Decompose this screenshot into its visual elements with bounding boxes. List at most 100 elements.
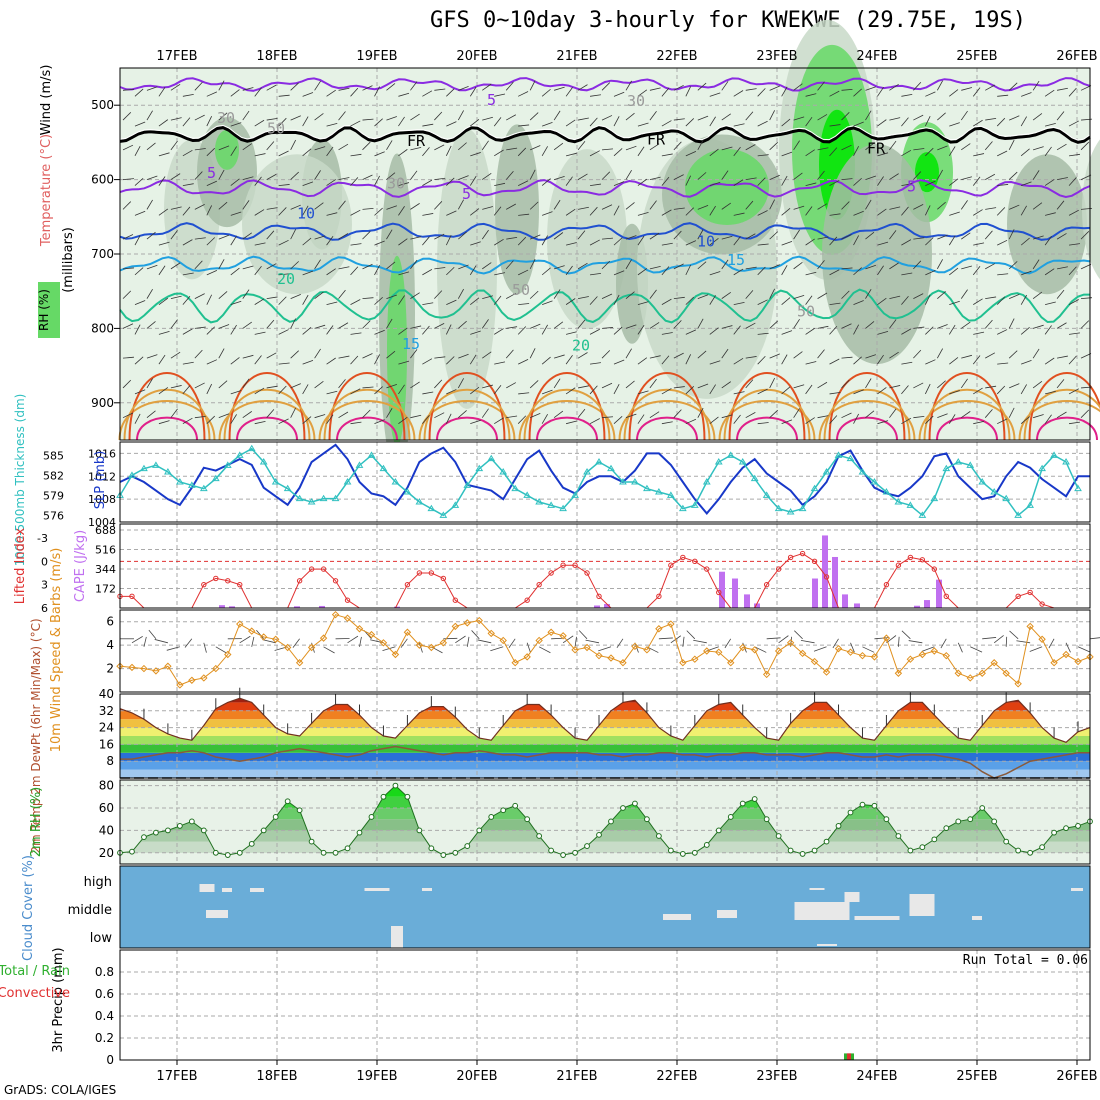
wind-barb <box>290 204 301 210</box>
thickness-marker <box>463 481 472 488</box>
wind-barb <box>924 383 931 395</box>
wind-barb <box>182 361 194 365</box>
thickness-marker <box>930 494 939 502</box>
wind-barb <box>410 236 422 240</box>
wind-barb <box>625 324 637 329</box>
wind-barb <box>841 379 850 389</box>
isotherm-line <box>119 222 1091 242</box>
wind-barb <box>829 325 838 335</box>
wind-barb <box>960 200 968 210</box>
wind-barb <box>733 325 741 335</box>
wind-barb <box>598 646 612 652</box>
rh-marker <box>332 849 339 856</box>
thickness-marker <box>750 474 759 482</box>
thickness-marker <box>583 468 591 475</box>
wind-tick-label: 4 <box>106 638 114 652</box>
thickness-marker <box>762 491 771 498</box>
wind-speed-marker <box>295 659 304 667</box>
wind-speed-marker <box>283 643 292 652</box>
wind-barb <box>601 260 611 270</box>
wind-barb <box>518 392 530 395</box>
rh-marker <box>129 848 135 855</box>
wind-barb <box>203 642 207 653</box>
wind-barb <box>445 145 452 157</box>
wind-barb <box>841 356 853 359</box>
lifted-index-marker <box>919 557 926 563</box>
wind-barb <box>841 144 852 151</box>
wind-barb <box>1044 235 1052 246</box>
wind-barb <box>637 268 648 276</box>
wind-barb <box>1008 229 1015 240</box>
wind-barb <box>431 646 443 654</box>
wind-barb <box>1044 325 1052 335</box>
wind-barb <box>278 296 287 305</box>
isotherm-arch <box>936 416 998 441</box>
wind-barb <box>754 646 767 653</box>
wind-barb <box>769 85 780 91</box>
wind-barb <box>574 636 577 647</box>
wind-barb <box>553 289 561 299</box>
wind-barb <box>1020 294 1027 305</box>
wind-barb <box>565 331 577 335</box>
wind-barb <box>553 142 564 151</box>
wind-barb <box>805 182 817 186</box>
wind-barb <box>553 265 565 270</box>
wind-barb <box>290 171 299 180</box>
wind-barb <box>158 330 170 335</box>
wind-barb <box>146 175 158 180</box>
wind-barb <box>194 148 206 151</box>
wind-barb <box>577 385 589 389</box>
wind-barb <box>877 208 887 216</box>
wind-barb <box>625 145 637 151</box>
wind-barb <box>398 149 408 157</box>
thickness-marker <box>427 504 436 512</box>
contour-label: 20 <box>572 337 590 355</box>
wind-barb <box>829 302 841 306</box>
rh-marker <box>512 802 519 809</box>
wind-barb <box>530 145 541 151</box>
contour-label: 10 <box>297 204 315 222</box>
wind-barb <box>949 89 959 97</box>
wind-barb <box>589 117 598 127</box>
wind-barb <box>362 263 373 270</box>
wind-barb <box>218 201 228 210</box>
wind-barb <box>398 182 410 186</box>
wind-barb <box>913 237 925 240</box>
temperature-axis-label: Temperature (°C) <box>39 134 54 247</box>
wind-barb <box>302 327 312 335</box>
wind-barb <box>685 240 697 246</box>
wind-barb <box>817 260 825 270</box>
thickness-marker <box>942 464 951 472</box>
wind-barb <box>422 358 433 365</box>
wind-barb <box>302 148 312 157</box>
wind-barb <box>170 319 178 329</box>
wind-barb <box>865 264 877 270</box>
li-tick-label: -3 <box>37 532 48 545</box>
wind-barb <box>1056 322 1067 329</box>
wind-barb <box>817 170 825 180</box>
wind-barb <box>338 111 346 121</box>
wind-barb <box>949 300 960 306</box>
wind-barb <box>386 318 393 329</box>
wind-barb <box>649 411 660 419</box>
rh-axis-label: 2m RH (%) <box>29 787 44 858</box>
wind-barb <box>832 638 839 649</box>
wind-barb <box>721 235 733 240</box>
cape-bar <box>854 603 860 608</box>
temp-band <box>120 761 1090 770</box>
wind-barb <box>266 173 277 180</box>
wind-barb <box>553 110 561 121</box>
precip-tick-label: 0 <box>106 1053 114 1067</box>
wind-barb <box>254 355 262 365</box>
wind-barb <box>374 86 380 97</box>
x-tick-label-bottom: 17FEB <box>156 1069 197 1084</box>
wind-barb <box>853 145 860 157</box>
wind-barb <box>601 293 613 300</box>
cloud-cell <box>909 894 935 916</box>
slp-tick-label: 1008 <box>88 493 116 506</box>
wind-barb <box>434 88 446 91</box>
wind-barb <box>362 231 371 240</box>
cloud-panel-bg <box>120 866 1090 948</box>
wind-barb <box>434 177 446 180</box>
wind-barb <box>410 203 420 210</box>
